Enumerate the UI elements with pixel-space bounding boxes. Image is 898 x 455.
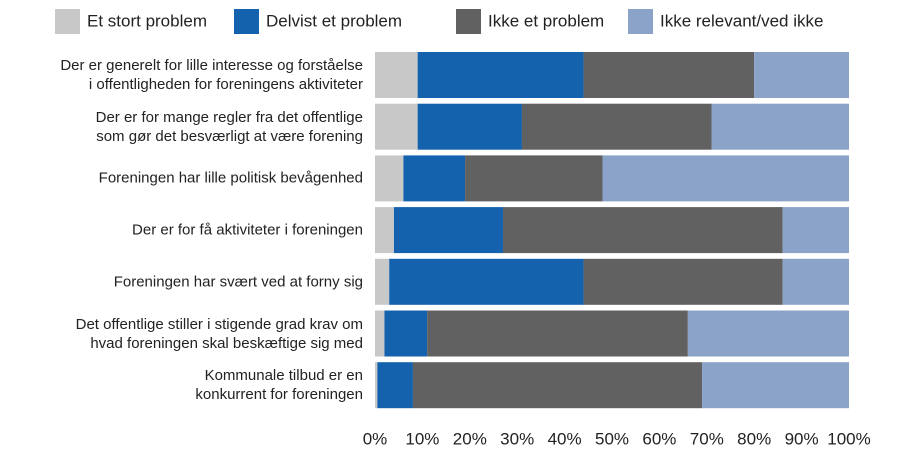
x-tick-label: 90%: [785, 429, 819, 448]
bar-segment: [465, 155, 603, 202]
bar-segment: [702, 362, 849, 409]
bar-segment: [782, 207, 849, 254]
legend-label: Et stort problem: [87, 11, 207, 30]
bar-segment: [375, 258, 390, 305]
y-tick-label: Der er generelt for lille interesse og f…: [60, 57, 363, 93]
bar-segment: [427, 310, 688, 357]
x-tick-label: 80%: [737, 429, 771, 448]
x-tick-label: 40%: [548, 429, 582, 448]
bar-segment: [417, 52, 584, 98]
bar-segment: [687, 310, 849, 357]
bar-segment: [375, 362, 378, 409]
bar-segment: [375, 207, 394, 254]
y-tick-label: Der er for mange regler fra det offentli…: [95, 108, 363, 145]
legend-label: Delvist et problem: [266, 11, 402, 30]
x-tick-label: 0%: [363, 429, 388, 448]
bar-segment: [412, 362, 703, 409]
y-tick-label: Der er for få aktiviteter i foreningen: [132, 221, 363, 239]
bar-segment: [417, 103, 522, 150]
legend-label: Ikke relevant/ved ikke: [660, 11, 823, 30]
bar-segment: [384, 310, 428, 357]
bar-segment: [393, 207, 503, 254]
bar-segment: [375, 52, 418, 98]
bar-segment: [583, 258, 783, 305]
legend-swatch: [234, 9, 259, 34]
bar-segment: [583, 52, 755, 98]
bar-segment: [711, 103, 849, 150]
bar-segment: [389, 258, 584, 305]
x-tick-label: 10%: [405, 429, 439, 448]
bar-segment: [375, 103, 418, 150]
legend-swatch: [628, 9, 653, 34]
y-tick-label: Det offentlige stiller i stigende grad k…: [75, 315, 363, 352]
legend-label: Ikke et problem: [488, 11, 604, 30]
bar-segment: [502, 207, 783, 254]
y-tick-label: Foreningen har lille politisk bevågenhed: [98, 169, 363, 187]
x-tick-label: 100%: [827, 429, 870, 448]
legend-swatch: [55, 9, 80, 34]
x-tick-label: 30%: [500, 429, 534, 448]
bar-segment: [602, 155, 849, 202]
bar-segment: [521, 103, 712, 150]
bar-segment: [403, 155, 466, 202]
bar-segment: [754, 52, 849, 98]
x-tick-label: 20%: [453, 429, 487, 448]
y-tick-label: Kommunale tilbud er en konkurrent for fo…: [195, 367, 363, 404]
y-tick-label: Foreningen har svært ved at forny sig: [113, 273, 363, 291]
legend-swatch: [456, 9, 481, 34]
bar-segment: [375, 155, 404, 202]
bar-segment: [782, 258, 849, 305]
x-tick-label: 70%: [690, 429, 724, 448]
x-tick-label: 60%: [642, 429, 676, 448]
x-tick-label: 50%: [595, 429, 629, 448]
bar-segment: [375, 310, 385, 357]
bar-segment: [377, 362, 413, 409]
